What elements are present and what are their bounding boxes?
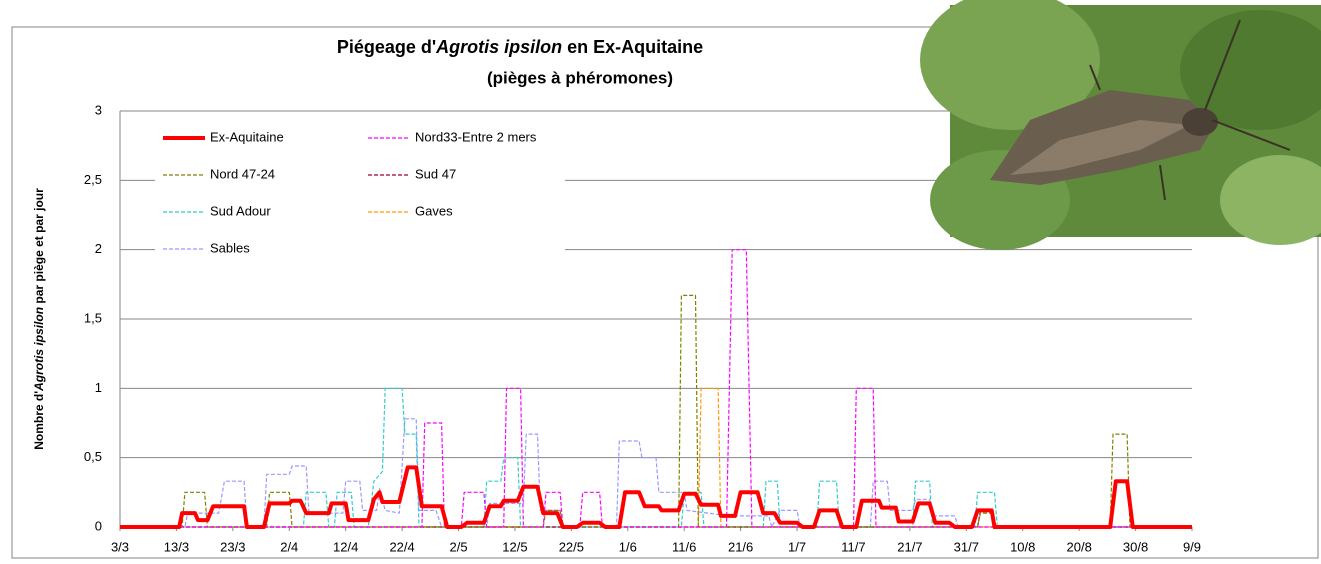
y-tick-label: 2,5 [84,172,102,187]
x-tick-label: 30/8 [1123,539,1148,554]
legend-label: Sables [210,240,250,255]
x-tick-label: 9/9 [1183,539,1201,554]
y-tick-label: 1,5 [84,310,102,325]
x-tick-label: 2/4 [280,539,298,554]
legend-label: Nord 47-24 [210,166,275,181]
x-tick-label: 22/5 [559,539,584,554]
chart-title: Piégeage d'Agrotis ipsilon en Ex-Aquitai… [337,37,703,57]
y-axis-label: Nombre d'Agrotis ipsilon par piège et pa… [32,188,46,450]
x-tick-label: 21/6 [728,539,753,554]
x-tick-label: 11/6 [672,539,696,554]
page: Piégeage d'Agrotis ipsilon en Ex-Aquitai… [0,0,1321,564]
x-tick-label: 3/3 [111,539,129,554]
y-tick-label: 0,5 [84,449,102,464]
moth-photo [920,0,1321,250]
title-part: Piégeage d' [337,37,436,57]
x-tick-label: 12/4 [333,539,358,554]
x-tick-label: 1/6 [619,539,637,554]
x-tick-label: 21/7 [897,539,922,554]
x-tick-label: 31/7 [954,539,979,554]
y-label-part: Agrotis ipsilon [32,307,46,392]
title-part: Agrotis ipsilon [435,37,562,57]
chart: Piégeage d'Agrotis ipsilon en Ex-Aquitai… [0,0,1321,559]
legend: Ex-Aquitaine Nord33-Entre 2 mers Nord 47-2… [155,124,565,264]
x-tick-label: 1/7 [788,539,806,554]
y-label-part: par piège et par jour [32,188,46,307]
x-tick-label: 22/4 [389,539,414,554]
y-label-part: Nombre d' [32,391,46,450]
y-tick-label: 3 [95,102,102,117]
y-tick-label: 1 [95,380,102,395]
title-part: en Ex-Aquitaine [562,37,703,57]
x-tick-label: 23/3 [220,539,245,554]
legend-label: Sud Adour [210,203,271,218]
x-tick-label: 12/5 [502,539,527,554]
y-tick-label: 2 [95,241,102,256]
x-tick-label: 13/3 [164,539,189,554]
legend-label: Gaves [415,203,453,218]
legend-label: Nord33-Entre 2 mers [415,129,537,144]
legend-label: Ex-Aquitaine [210,129,284,144]
x-tick-label: 2/5 [449,539,467,554]
x-tick-label: 11/7 [841,539,865,554]
y-tick-label: 0 [95,518,102,533]
x-tick-label: 20/8 [1067,539,1092,554]
x-tick-label: 10/8 [1010,539,1035,554]
legend-label: Sud 47 [415,166,456,181]
chart-subtitle: (pièges à phéromones) [487,68,673,87]
